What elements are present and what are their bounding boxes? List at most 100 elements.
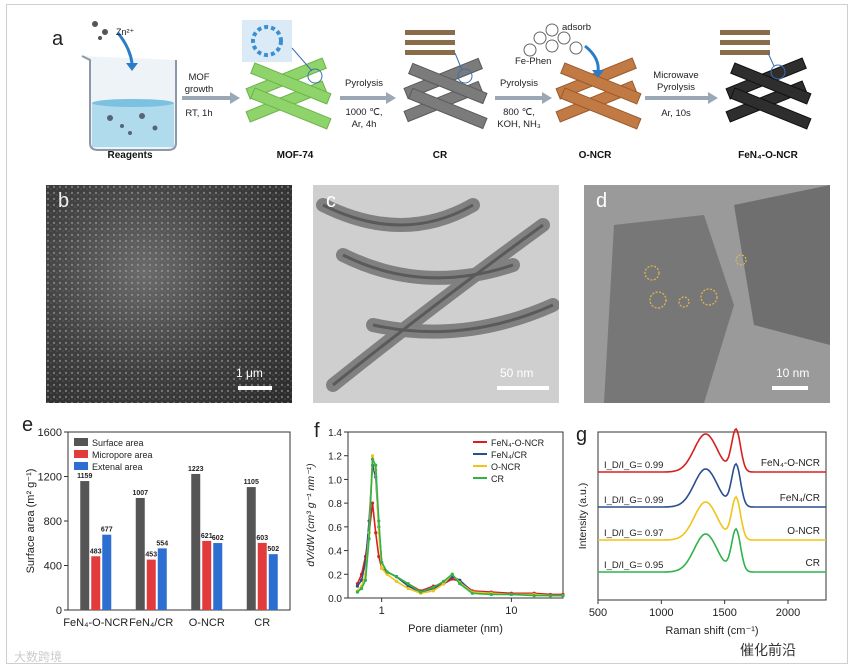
data-point <box>380 560 384 565</box>
bar-2 <box>268 554 278 610</box>
watermark-left: 大数跨境 <box>14 650 63 664</box>
data-point <box>370 454 375 458</box>
chart-g: 500 1000 1500 2000 Raman shift (cm⁻¹) Intensi… <box>577 427 827 637</box>
y-tick-label: 1.0 <box>328 475 342 486</box>
fephen-label: Fe-Phen <box>515 56 552 67</box>
data-point <box>359 578 364 582</box>
bar-value-label: 1007 <box>132 490 148 497</box>
ratio-label: I_D/I_G= 0.95 <box>604 560 663 571</box>
data-point <box>441 579 446 583</box>
step3-top: Pyrolysis <box>499 78 538 89</box>
bar-value-label: 602 <box>212 535 224 542</box>
y-tick-label: 0 <box>56 605 62 617</box>
data-point <box>385 570 389 574</box>
data-point <box>509 592 513 597</box>
y-tick-label: 0.4 <box>328 547 342 558</box>
legend-swatch <box>74 462 88 470</box>
bar-0 <box>191 473 201 610</box>
data-point <box>470 591 474 595</box>
legend-label: FeN₄/CR <box>491 450 528 460</box>
y-tick-label: 0.2 <box>328 570 342 581</box>
adsorb-label: adsorb <box>562 22 592 33</box>
fen4-sheets-icon <box>720 30 786 80</box>
data-point <box>394 579 399 583</box>
ratio-label: I_D/I_G= 0.99 <box>604 495 663 506</box>
beaker-icon <box>81 21 177 151</box>
data-point <box>394 575 399 579</box>
step4-bottom: Ar, 10s <box>661 108 691 119</box>
bar-1 <box>146 559 156 610</box>
x-category-label: O-NCR <box>189 617 225 629</box>
data-point <box>441 582 446 586</box>
data-point <box>489 592 493 597</box>
panel-label-d: d <box>596 190 608 212</box>
legend-label: Surface area <box>92 438 144 448</box>
sem-image-b <box>46 185 292 403</box>
y-tick-label: 400 <box>44 561 62 573</box>
panel-label-f: f <box>314 420 320 442</box>
bar-value-label: 453 <box>145 552 157 559</box>
data-point <box>377 554 381 559</box>
mof74-rods-icon <box>245 57 332 130</box>
fen4-rods-icon <box>725 57 812 130</box>
data-point <box>385 572 389 576</box>
bar-value-label: 1223 <box>188 466 204 473</box>
data-point <box>458 582 462 586</box>
data-point <box>406 584 410 588</box>
y-tick-label: 1.4 <box>328 428 342 439</box>
adsorb-arrow-icon <box>584 44 604 78</box>
data-point <box>406 582 410 586</box>
data-point <box>377 519 381 523</box>
mof-structure-icon <box>242 20 323 84</box>
bar-value-label: 502 <box>267 546 279 553</box>
fe-phen-molecule-icon <box>523 23 583 57</box>
zn-label: Zn²⁺ <box>116 27 135 37</box>
material-fen4-oncr: FeN₄-O-NCR <box>738 150 798 161</box>
ratio-label: I_D/I_G= 0.99 <box>604 460 663 471</box>
y-axis-label: Surface area (m² g⁻¹) <box>25 469 37 574</box>
bar-value-label: 483 <box>90 548 102 555</box>
y-tick-label: 800 <box>44 516 62 528</box>
y-tick-label: 1.2 <box>328 452 342 463</box>
bar-value-label: 1105 <box>244 479 259 486</box>
legend-label: O-NCR <box>491 462 521 472</box>
data-point <box>363 578 368 582</box>
y-tick-label: 0.0 <box>328 594 342 605</box>
data-point <box>359 586 364 591</box>
bar-2 <box>102 534 112 610</box>
panel-label-b: b <box>58 190 70 212</box>
cr-sheets-icon <box>405 30 473 84</box>
chart-e: 0 400 800 1200 1600 Surface area (m² g⁻¹) 1159… <box>25 427 291 629</box>
x-tick-label: 500 <box>589 607 607 619</box>
legend-label: FeN₄-O-NCR <box>491 438 545 448</box>
y-tick-label: 0.6 <box>328 523 342 534</box>
step1-bottom: RT, 1h <box>185 108 213 119</box>
series-line-3 <box>356 456 563 597</box>
y-tick-label: 0.8 <box>328 499 342 510</box>
bar-0 <box>80 481 90 610</box>
schematic-a <box>81 20 812 151</box>
legend-swatch <box>74 450 88 458</box>
y-axis-label: dV/dW (cm³ g⁻¹ nm⁻¹) <box>305 463 317 566</box>
scale-text-b: 1 μm <box>236 366 263 380</box>
material-cr: CR <box>432 150 448 161</box>
scale-bar-b <box>238 386 272 390</box>
raman-line-2 <box>598 495 826 541</box>
bar-value-label: 603 <box>256 535 268 542</box>
step4-top: Microwave Pyrolysis <box>653 70 699 93</box>
arrow-1-icon <box>182 92 240 104</box>
data-point <box>419 590 423 594</box>
scale-text-d: 10 nm <box>776 366 810 380</box>
legend-label: Extenal area <box>92 462 143 472</box>
series-label: CR <box>806 558 820 569</box>
bar-value-label: 677 <box>101 527 113 534</box>
watermark-right: 催化前沿 <box>740 642 796 658</box>
bar-0 <box>246 487 256 610</box>
x-category-label: FeN₄/CR <box>129 617 173 629</box>
bar-0 <box>135 497 145 610</box>
hrtem-image-d <box>584 185 830 403</box>
scale-text-c: 50 nm <box>500 366 534 380</box>
raman-line-0 <box>598 427 826 473</box>
arrow-4-icon <box>645 92 718 104</box>
